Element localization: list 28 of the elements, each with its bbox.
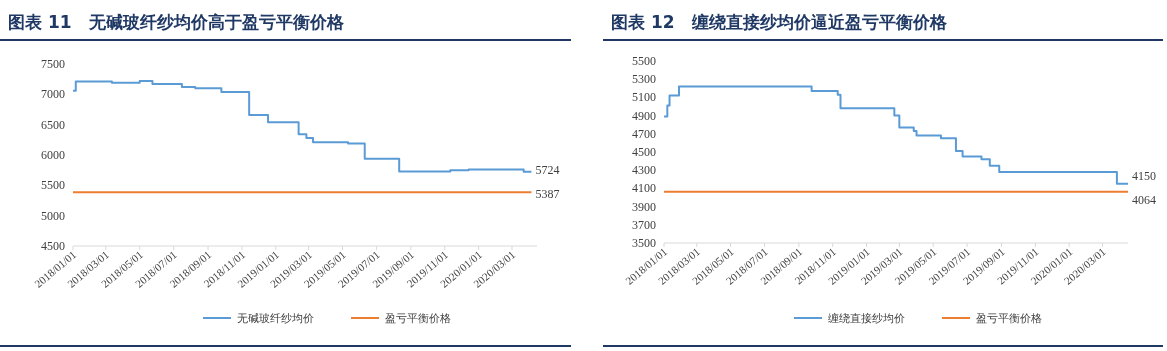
y-tick-label: 5100: [632, 90, 656, 105]
y-tick-label: 4700: [632, 126, 656, 141]
y-tick-label: 5500: [41, 178, 65, 193]
legend-label: 盈亏平衡价格: [976, 312, 1042, 325]
y-tick-label: 5300: [632, 72, 656, 87]
legend-label: 盈亏平衡价格: [385, 312, 451, 325]
data-label: 5387: [535, 186, 560, 201]
y-tick-label: 4500: [632, 145, 656, 159]
y-tick-label: 4300: [632, 163, 656, 178]
y-tick-label: 7000: [41, 87, 65, 102]
y-tick-label: 4100: [632, 181, 656, 196]
chart-title: 图表 12 缠绕直接纱均价逼近盈亏平衡价格: [611, 12, 948, 32]
y-tick-label: 3500: [632, 236, 656, 250]
y-tick-label: 4500: [41, 239, 65, 253]
y-tick-label: 3900: [632, 199, 656, 214]
y-tick-label: 5500: [632, 54, 656, 68]
y-tick-label: 5000: [41, 208, 65, 223]
chart-title: 图表 11 无碱玻纤纱均价高于盈亏平衡价格: [8, 12, 345, 32]
y-tick-label: 3700: [632, 217, 656, 232]
y-tick-label: 7500: [41, 57, 65, 71]
y-tick-label: 4900: [632, 108, 656, 123]
y-tick-label: 6500: [41, 117, 65, 132]
data-label: 4150: [1132, 168, 1156, 183]
legend-label: 缠绕直接纱均价: [828, 312, 905, 325]
data-label: 5724: [535, 162, 560, 177]
legend-label: 无碱玻纤纱均价: [237, 312, 314, 325]
y-tick-label: 6000: [41, 148, 65, 162]
data-label: 4064: [1132, 192, 1156, 207]
